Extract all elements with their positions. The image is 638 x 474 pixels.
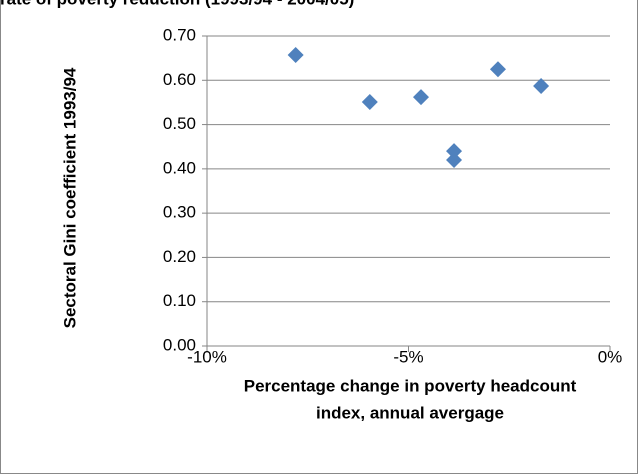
marker [287, 47, 304, 64]
y-tick-label: 0.10 [163, 291, 196, 310]
marker [412, 89, 429, 106]
y-axis-label: Sectoral Gini coefficient 1993/94 [60, 67, 79, 328]
y-tick-label: 0.50 [163, 114, 196, 133]
x-tick-label: 0% [598, 347, 623, 366]
x-axis-label: index, annual avergage [316, 403, 504, 422]
y-tick-label: 0.00 [163, 335, 196, 354]
y-tick-label: 0.30 [163, 203, 196, 222]
x-tick-label: -5% [393, 347, 423, 366]
chart-title: rate of poverty reduction (1993/94 - 200… [0, 0, 354, 8]
y-tick-label: 0.60 [163, 70, 196, 89]
marker [489, 61, 506, 78]
y-tick-label: 0.70 [163, 25, 196, 44]
x-axis-label: Percentage change in poverty headcount [244, 376, 577, 395]
y-tick-label: 0.40 [163, 158, 196, 177]
x-tick-label: -10% [187, 347, 227, 366]
marker [446, 143, 463, 160]
marker [446, 152, 463, 168]
marker [361, 93, 378, 110]
marker [533, 78, 550, 95]
y-tick-label: 0.20 [163, 247, 196, 266]
